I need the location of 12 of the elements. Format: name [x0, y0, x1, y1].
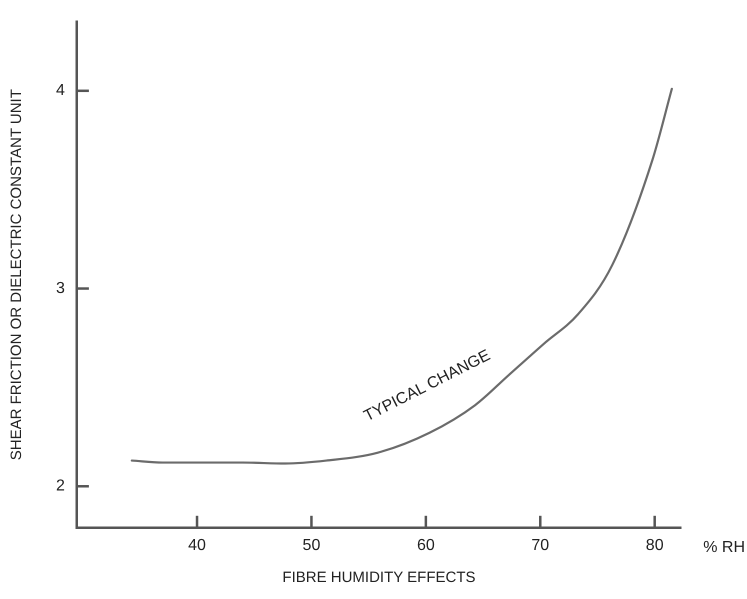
x-tick-label: 60	[416, 536, 435, 554]
y-axis-title: SHEAR FRICTION OR DIELECTRIC CONSTANT UNIT	[8, 89, 26, 460]
text: % RH	[703, 539, 745, 556]
x-axis-title: FIBRE HUMIDITY EFFECTS	[282, 569, 476, 586]
line-series	[130, 88, 673, 465]
x-tick-label: 50	[302, 536, 320, 554]
x-tick-label: 40	[188, 536, 206, 554]
y-tick-label: 2	[56, 478, 65, 495]
x-tick-label: 70	[531, 536, 550, 554]
y-tick-label: 4	[56, 82, 65, 100]
x-tick-label: 80	[646, 536, 664, 554]
y-tick-label: 3	[56, 280, 65, 297]
